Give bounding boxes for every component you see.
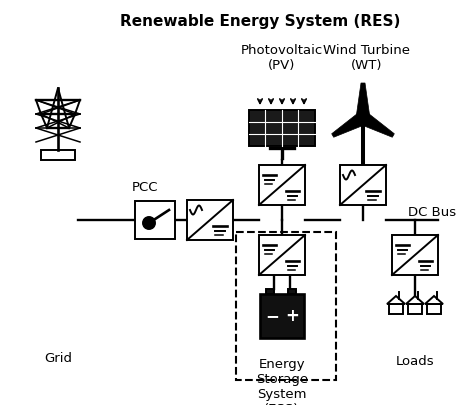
Text: Energy
Storage
System
(ESS): Energy Storage System (ESS) bbox=[256, 358, 308, 405]
Bar bbox=[392, 235, 438, 275]
Bar bbox=[236, 232, 336, 380]
Text: PCC: PCC bbox=[132, 181, 158, 194]
Text: −: − bbox=[265, 307, 279, 325]
Polygon shape bbox=[387, 296, 405, 304]
Bar bbox=[408, 304, 422, 314]
Polygon shape bbox=[359, 112, 394, 137]
Polygon shape bbox=[356, 83, 370, 118]
Bar bbox=[135, 201, 175, 239]
Bar bbox=[187, 200, 233, 240]
Bar bbox=[389, 304, 403, 314]
Bar bbox=[427, 304, 441, 314]
Text: Loads: Loads bbox=[396, 355, 434, 368]
Circle shape bbox=[143, 217, 155, 229]
Text: Wind Turbine
(WT): Wind Turbine (WT) bbox=[323, 44, 410, 72]
Bar bbox=[340, 165, 386, 205]
Bar bbox=[259, 165, 305, 205]
Text: +: + bbox=[285, 307, 299, 325]
Bar bbox=[260, 294, 304, 338]
Bar bbox=[259, 235, 305, 275]
Polygon shape bbox=[332, 112, 366, 137]
Bar bbox=[288, 289, 296, 294]
Text: Renewable Energy System (RES): Renewable Energy System (RES) bbox=[120, 14, 400, 29]
Text: Photovoltaic
(PV): Photovoltaic (PV) bbox=[241, 44, 323, 72]
Text: DC Bus: DC Bus bbox=[408, 205, 456, 219]
Polygon shape bbox=[425, 296, 443, 304]
Bar bbox=[41, 150, 75, 160]
Text: Grid: Grid bbox=[44, 352, 72, 365]
Polygon shape bbox=[406, 296, 424, 304]
Circle shape bbox=[359, 114, 367, 122]
Bar bbox=[249, 110, 315, 146]
Bar bbox=[266, 289, 274, 294]
